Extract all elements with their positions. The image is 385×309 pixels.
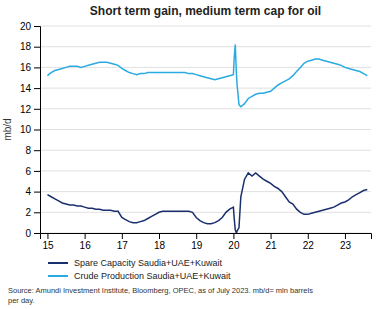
tick: 21 (266, 233, 278, 251)
x-axis: 15 16 17 18 19 20 21 22 23 (41, 233, 372, 251)
tick: 20 (228, 233, 240, 251)
tick-label: 19 (191, 240, 203, 251)
tick-label: 17 (117, 240, 129, 251)
tick-mark (233, 233, 234, 239)
axis-line (34, 27, 41, 234)
series-line (47, 173, 367, 233)
tick: 20 (20, 21, 40, 32)
tick-label: 20 (20, 21, 32, 32)
axis-line (41, 234, 372, 240)
tick-mark (345, 233, 346, 239)
tick-mark (85, 233, 86, 239)
tick-label: 22 (303, 240, 315, 251)
tick-mark (159, 233, 160, 239)
tick-label: 14 (20, 83, 32, 94)
tick-mark (196, 233, 197, 239)
tick-label: 2 (25, 207, 31, 218)
tick: 17 (117, 233, 129, 251)
tick-mark (47, 233, 48, 239)
tick-mark (34, 26, 40, 27)
tick-label: 8 (25, 145, 31, 156)
tick-label: 23 (340, 240, 352, 251)
legend-label: Crude Production Saudia+UAE+Kuwait (74, 271, 231, 281)
tick-label: 15 (42, 240, 54, 251)
tick-mark (271, 233, 272, 239)
tick: 8 (25, 145, 40, 156)
grid-line (40, 191, 371, 192)
tick-mark (34, 130, 40, 131)
tick-mark (34, 233, 40, 234)
tick-mark (122, 233, 123, 239)
tick-label: 4 (25, 186, 31, 197)
grid-line (40, 88, 371, 89)
tick: 4 (25, 186, 40, 197)
grid-line (40, 46, 371, 47)
y-axis-label: mb/d (2, 118, 13, 140)
legend: Spare Capacity Saudia+UAE+Kuwait Crude Pr… (48, 258, 231, 281)
tick: 10 (20, 124, 40, 135)
tick-mark (34, 212, 40, 213)
tick-mark (34, 47, 40, 48)
tick: 2 (25, 207, 40, 218)
tick-mark (34, 67, 40, 68)
tick-label: 0 (25, 228, 31, 239)
tick-label: 12 (20, 104, 32, 115)
tick-mark (34, 109, 40, 110)
grid-line (40, 212, 371, 213)
tick: 18 (154, 233, 166, 251)
chart: Short term gain, medium term cap for oil… (0, 0, 385, 309)
series-line (47, 45, 367, 107)
grid-line (40, 108, 371, 109)
tick-label: 20 (228, 240, 240, 251)
tick: 22 (303, 233, 315, 251)
legend-swatch (48, 275, 68, 277)
tick-mark (34, 150, 40, 151)
tick: 6 (25, 166, 40, 177)
tick-mark (34, 88, 40, 89)
tick-mark (308, 233, 309, 239)
tick: 0 (25, 228, 40, 239)
tick-label: 16 (20, 62, 32, 73)
grid-line (40, 129, 371, 130)
tick: 12 (20, 104, 40, 115)
grid-line (40, 67, 371, 68)
tick: 19 (191, 233, 203, 251)
source-note: Source: Amundi Investment Institute, Blo… (8, 286, 313, 305)
y-axis: 0 2 4 6 8 10 12 14 16 18 20 (20, 21, 41, 239)
tick-label: 10 (20, 124, 32, 135)
tick-label: 16 (80, 240, 92, 251)
tick-label: 6 (25, 166, 31, 177)
tick: 18 (20, 41, 40, 52)
tick-mark (34, 192, 40, 193)
tick: 16 (20, 62, 40, 73)
tick: 15 (42, 233, 54, 251)
tick: 16 (80, 233, 92, 251)
tick: 14 (20, 83, 40, 94)
title: Short term gain, medium term cap for oil (90, 4, 321, 18)
plot-area (47, 45, 367, 233)
tick-mark (34, 171, 40, 172)
tick-label: 18 (20, 41, 32, 52)
tick-label: 18 (154, 240, 166, 251)
grid (40, 26, 371, 233)
grid-line (40, 150, 371, 151)
tick-label: 21 (266, 240, 278, 251)
legend-swatch (48, 262, 68, 264)
grid-line (40, 26, 371, 27)
grid-line (40, 170, 371, 171)
tick: 23 (340, 233, 352, 251)
legend-label: Spare Capacity Saudia+UAE+Kuwait (74, 258, 223, 268)
